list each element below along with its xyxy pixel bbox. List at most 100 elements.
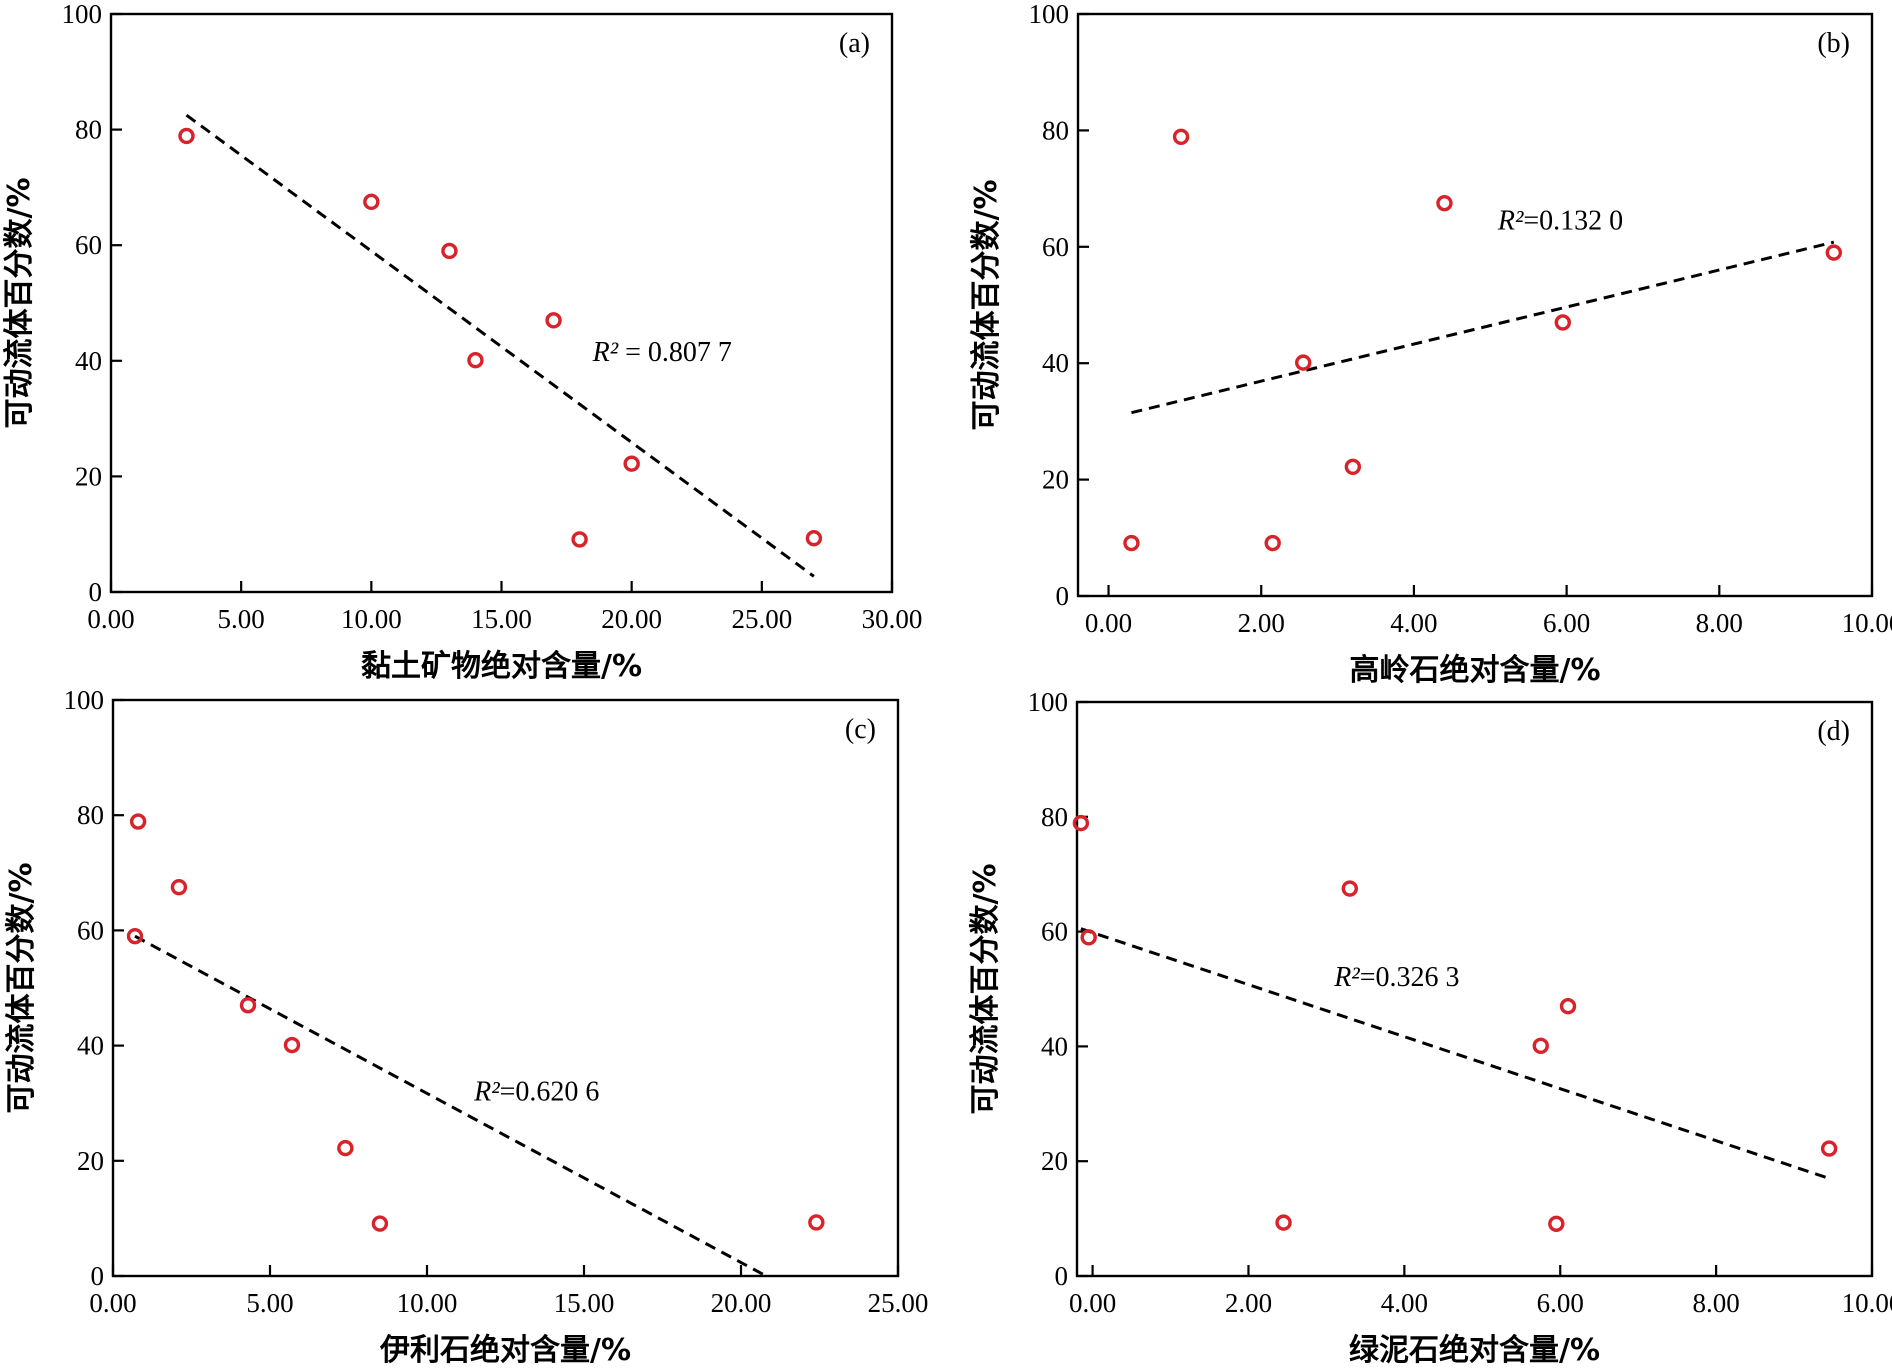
y-tick-label: 20 <box>75 461 102 491</box>
x-axis-title: 高岭石绝对含量/% <box>1349 653 1600 688</box>
y-tick-label: 40 <box>1041 1031 1068 1061</box>
r2-value: =0.132 0 <box>1523 205 1623 236</box>
x-tick-label: 8.00 <box>1696 608 1743 638</box>
plot-frame <box>109 12 894 594</box>
x-tick-label: 15.00 <box>471 604 532 634</box>
y-tick-label: 60 <box>1041 917 1068 947</box>
y-tick-label: 0 <box>91 1261 105 1291</box>
data-point <box>1344 458 1362 475</box>
x-tick-label: 4.00 <box>1381 1288 1428 1318</box>
panel-label: (b) <box>1817 28 1850 59</box>
y-tick-label: 40 <box>75 346 102 376</box>
data-point <box>808 1214 825 1231</box>
x-tick-label: 6.00 <box>1537 1288 1584 1318</box>
r2-annotation: R²=0.132 0 <box>1497 205 1623 236</box>
panel-label: (c) <box>845 714 876 745</box>
data-point <box>805 530 823 547</box>
y-tick-label: 0 <box>89 577 103 607</box>
y-tick-label: 80 <box>1042 115 1069 145</box>
y-tick-label: 60 <box>1042 232 1069 262</box>
y-axis-title: 可动流体百分数/% <box>2 177 37 428</box>
data-point <box>1295 354 1312 371</box>
plot-frame <box>111 698 900 1278</box>
x-tick-label: 10.00 <box>341 604 402 634</box>
data-point <box>1072 814 1090 832</box>
y-tick-label: 80 <box>77 800 104 830</box>
x-tick-label: 10.00 <box>1842 608 1892 638</box>
x-tick-label: 20.00 <box>601 604 662 634</box>
x-tick-label: 0.00 <box>1085 608 1132 638</box>
r2-annotation: R²=0.620 6 <box>473 1076 599 1107</box>
x-tick-label: 5.00 <box>218 604 265 634</box>
data-point <box>1548 1215 1565 1232</box>
data-point <box>1436 194 1453 212</box>
data-point <box>239 997 257 1014</box>
data-point <box>126 927 144 945</box>
r2-annotation: R² = 0.807 7 <box>592 337 732 368</box>
data-point <box>1123 534 1140 552</box>
panel-b: 0.00 2.00 4.00 6.00 8.00 10.00 0 20 40 60 80 100 高岭石… <box>969 0 1892 688</box>
y-tick-label: 100 <box>1029 0 1070 29</box>
r2-symbol: R² <box>1497 205 1524 236</box>
x-tick-label: 15.00 <box>554 1288 615 1318</box>
data-point <box>467 352 484 369</box>
data-point <box>283 1036 301 1054</box>
panel-a: 0.00 5.00 10.00 15.00 20.00 25.00 30.00 0 20 40 60… <box>2 0 922 684</box>
x-axis-title: 绿泥石绝对含量/% <box>1349 1333 1600 1368</box>
x-tick-label: 20.00 <box>711 1288 772 1318</box>
panel-label: (d) <box>1817 716 1850 747</box>
plot-frame <box>1075 700 1874 1278</box>
y-tick-label: 20 <box>77 1146 104 1176</box>
r2-value: =0.326 3 <box>1360 962 1460 993</box>
trendline <box>134 934 767 1278</box>
y-tick-label: 0 <box>1055 1261 1069 1291</box>
plot-frame <box>1076 12 1874 598</box>
trendline <box>1131 240 1835 415</box>
panel-c: 0.00 5.00 10.00 15.00 20.00 25.00 0 20 40 60 80 100… <box>4 685 928 1368</box>
y-tick-label: 100 <box>62 0 103 29</box>
x-tick-label: 2.00 <box>1238 608 1285 638</box>
x-tick-label: 6.00 <box>1543 608 1590 638</box>
x-tick-label: 25.00 <box>731 604 792 634</box>
x-tick-label: 10.00 <box>397 1288 458 1318</box>
panel-d: 0.00 2.00 4.00 6.00 8.00 10.00 0 20 40 60 80 100 绿泥石… <box>968 687 1892 1368</box>
data-point <box>1554 314 1571 331</box>
y-axis-title: 可动流体百分数/% <box>968 863 1003 1114</box>
data-point <box>1080 929 1097 946</box>
data-point <box>1172 128 1190 146</box>
y-axis-title: 可动流体百分数/% <box>969 179 1004 430</box>
y-axis-title: 可动流体百分数/% <box>4 862 39 1113</box>
data-point <box>337 1139 354 1157</box>
y-tick-label: 80 <box>1041 802 1068 832</box>
trendline <box>185 113 815 578</box>
y-tick-label: 100 <box>1028 687 1069 717</box>
data-point <box>170 879 188 896</box>
r2-annotation: R²=0.326 3 <box>1333 962 1459 993</box>
data-point <box>1264 534 1281 552</box>
data-point <box>545 312 562 329</box>
data-point <box>441 242 458 260</box>
data-point <box>1275 1214 1292 1231</box>
y-tick-label: 60 <box>77 915 104 945</box>
r2-symbol: R² <box>592 337 619 368</box>
data-point <box>1820 1140 1838 1157</box>
y-tick-label: 0 <box>1056 581 1070 611</box>
data-point <box>623 455 640 472</box>
x-axis-title: 黏土矿物绝对含量/% <box>361 649 642 684</box>
r2-symbol: R² <box>473 1076 500 1107</box>
data-point <box>178 127 195 145</box>
data-point <box>363 193 380 211</box>
r2-value: = 0.807 7 <box>618 337 732 368</box>
panel-label: (a) <box>839 28 870 59</box>
x-axis-title: 伊利石绝对含量/% <box>379 1333 631 1368</box>
y-tick-label: 40 <box>1042 348 1069 378</box>
y-tick-label: 100 <box>64 685 105 715</box>
y-tick-label: 80 <box>75 115 102 145</box>
trendline <box>1080 927 1830 1180</box>
y-tick-label: 60 <box>75 230 102 260</box>
data-point <box>129 813 147 830</box>
y-tick-label: 20 <box>1041 1146 1068 1176</box>
x-tick-label: 25.00 <box>868 1288 929 1318</box>
x-tick-label: 30.00 <box>862 604 923 634</box>
